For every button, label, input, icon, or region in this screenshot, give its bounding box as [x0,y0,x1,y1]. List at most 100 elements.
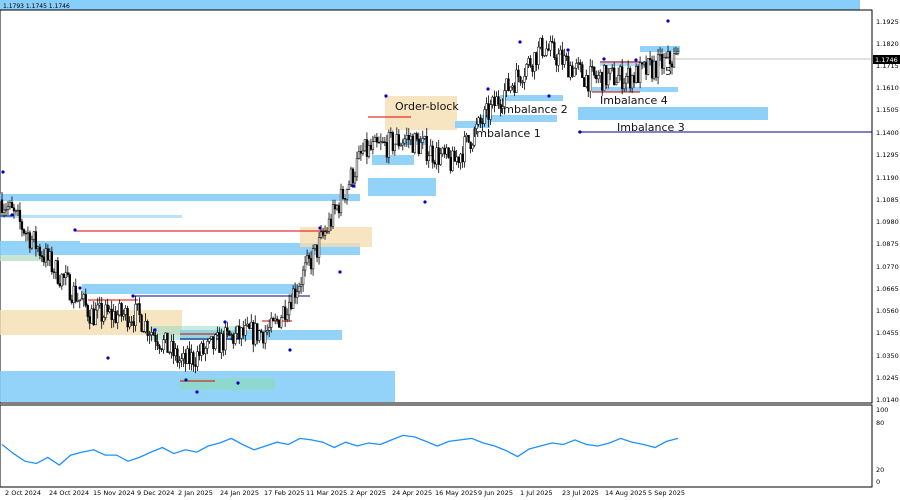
candle-body [577,62,580,64]
candle-body [148,334,151,336]
candle-body [339,189,343,214]
zone-imbalance-4 [592,87,678,92]
candle-body [349,168,353,185]
candle-body [471,144,474,150]
candle-body [341,189,345,199]
candle-body [88,316,91,324]
candle-body [601,71,604,91]
candle-body [545,48,548,56]
candle-body [276,318,279,321]
fractal-marker [10,213,14,217]
candle-body [529,58,532,67]
candle-body [662,57,666,69]
candle-body [142,331,145,333]
candle-body [200,343,203,356]
candle-body [240,327,243,339]
fractal-marker [78,286,82,290]
candle-body [325,231,329,233]
candle-body [397,134,400,147]
candle-body [315,244,319,258]
candle-body [212,336,215,350]
candle-body [581,64,584,79]
candle-body [242,327,245,336]
fractal-marker [1,170,5,174]
candle-body [170,341,173,353]
price-tick: 1.0455 [876,329,899,337]
candle-body [108,308,111,312]
candle-body [120,303,123,317]
price-tick: 1.0350 [876,352,899,360]
candle-body [90,308,93,324]
annotation-imbalance-1: Imbalance 1 [473,127,541,140]
candle-body [525,64,528,77]
candle-body [425,136,428,162]
candle-body [656,54,660,78]
candle-body [365,139,369,157]
candle-body [427,155,430,162]
price-tick: 1.1085 [876,196,899,204]
candle-body [615,82,618,86]
candle-body [64,272,67,278]
candle-body [519,76,522,83]
fractal-marker [486,87,490,91]
candle-body [20,221,24,230]
candle-body [54,260,57,273]
price-tick: 1.0560 [876,307,899,315]
candle-body [403,138,406,144]
candle-body [86,305,89,317]
candle-body [130,321,133,323]
candle-body [293,288,297,298]
candle-body [503,90,506,107]
candle-body [401,142,404,146]
candle-body [202,343,205,354]
candle-body [461,153,464,163]
candle-body [174,348,177,357]
candle-body [628,68,632,89]
candle-body [166,332,169,353]
candle-body [234,333,237,344]
time-label: 9 Dec 2024 [137,489,174,497]
candle-body [46,248,50,261]
candle-body [485,103,488,110]
fractal-marker [236,381,240,385]
candle-body [347,184,351,190]
candle-body [389,131,392,134]
candle-body [154,334,157,342]
candle-body [453,150,456,162]
indicator-tick: 100 [876,406,888,414]
candle-body [62,273,65,278]
candle-body [607,72,610,86]
time-label: 23 Jul 2025 [562,489,599,497]
candle-body [138,303,141,316]
candle-body [479,117,482,124]
candle-body [617,75,620,83]
time-label: 16 May 2025 [435,489,477,497]
candle-body [36,246,40,249]
candle-body [447,147,450,158]
candle-body [369,144,373,150]
annotation-imbalance-2: Imbalance 2 [500,103,568,116]
candle-body [575,63,578,69]
candle-body [377,142,381,144]
fractal-marker [634,58,638,62]
candle-body [481,122,484,124]
candle-body [176,348,179,363]
candle-body [387,131,391,158]
candle-body [473,128,476,146]
candle-body [415,133,418,140]
candle-body [30,238,34,249]
candle-body [625,76,628,84]
candle-body [483,109,486,124]
candle-body [457,156,460,163]
candle-body [405,135,408,140]
price-tick: 1.1610 [876,84,899,92]
candle-body [329,218,333,227]
candle-body [313,244,317,249]
candle-body [531,65,534,72]
candle-body [196,351,199,367]
candle-body [284,306,287,320]
candle-body [551,41,554,43]
candle-body [4,209,8,211]
candle-body [355,158,359,178]
